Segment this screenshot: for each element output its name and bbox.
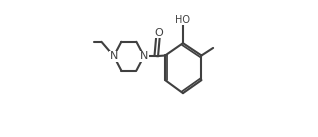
Text: HO: HO: [176, 15, 190, 25]
Text: N: N: [140, 51, 148, 61]
Text: O: O: [154, 28, 163, 38]
Text: N: N: [110, 51, 118, 61]
